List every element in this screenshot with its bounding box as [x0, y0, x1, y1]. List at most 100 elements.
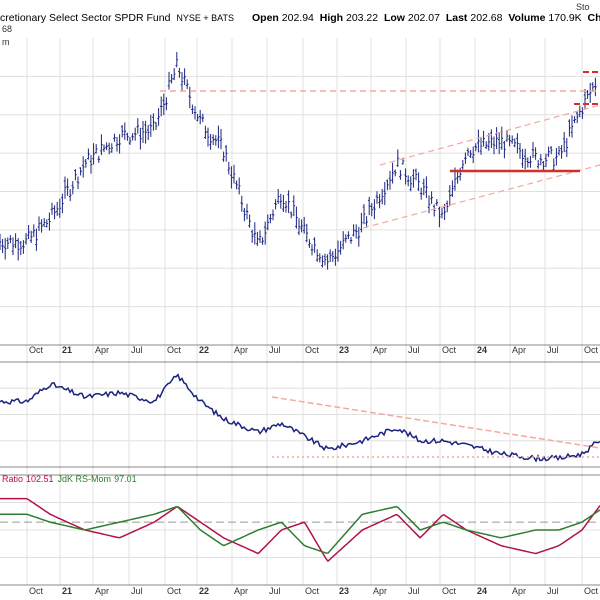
ma-value: 68: [2, 24, 13, 34]
ohlc-bar: [40, 219, 43, 233]
ohlc-bar: [370, 203, 374, 217]
ohlc-bar: [253, 222, 257, 245]
ohlc-bar: [266, 214, 270, 231]
ohlc-bar: [594, 77, 597, 97]
x-tick-label-1-3: Jul: [131, 586, 143, 596]
x-tick-label-1-0: Oct: [29, 586, 44, 596]
x-tick-label-1-7: Jul: [269, 586, 281, 596]
ohlc-bar: [339, 240, 342, 255]
low-label: Low: [383, 12, 405, 24]
ohlc-bar: [165, 97, 168, 111]
ohlc-bar: [300, 219, 303, 233]
ohlc-bar: [245, 203, 249, 220]
ohlc-bar: [430, 191, 433, 204]
ohlc-bar: [126, 132, 129, 141]
ohlc-bar: [32, 224, 36, 237]
ohlc-bar: [178, 67, 181, 78]
ohlc-bar: [66, 178, 69, 196]
ohlc-bar: [479, 137, 483, 155]
ohlc-bar: [292, 195, 296, 217]
x-tick-label-1-10: Apr: [373, 586, 387, 596]
ohlc-bar: [97, 155, 101, 163]
ohlc-bar: [414, 168, 418, 181]
x-tick-label-1-5: 22: [199, 586, 209, 596]
ohlc-bar: [354, 224, 358, 239]
ohlc-bar: [191, 104, 194, 114]
ohlc-bar: [81, 156, 85, 178]
ohlc-bar: [102, 144, 106, 153]
x-tick-label-0-1: 21: [62, 345, 72, 355]
ohlc-bar: [331, 250, 335, 262]
ohlc-bar: [578, 105, 582, 118]
ohlc-bar: [492, 136, 496, 155]
stockcharts-logo: Sto: [576, 2, 590, 12]
ohlc-bar: [513, 138, 517, 148]
ohlc-bar: [37, 216, 41, 232]
ohlc-bar: [586, 89, 589, 99]
ohlc-bar: [588, 82, 592, 103]
ohlc-bar: [204, 125, 207, 139]
ohlc-bar: [482, 130, 485, 147]
ohlc-bar: [149, 114, 153, 137]
ohlc-bar: [16, 238, 20, 261]
ohlc-bar: [172, 68, 176, 81]
ohlc-bar: [263, 221, 267, 245]
ohlc-bar: [313, 237, 316, 253]
ohlc-bar: [373, 199, 376, 220]
ohlc-bar: [42, 218, 46, 228]
open-label: Open: [252, 12, 279, 24]
ohlc-bar: [466, 147, 470, 157]
x-tick-label-0-5: 22: [199, 345, 209, 355]
rrg-legend: Ratio 102.51 JdK RS-Mom 97.01: [2, 474, 137, 484]
ohlc-bar: [235, 180, 238, 190]
ohlc-bar: [352, 224, 355, 237]
mom-label: JdK RS-Mom: [58, 474, 112, 484]
ohlc-bar: [243, 207, 246, 222]
ohlc-bar: [510, 135, 514, 144]
ohlc-bar: [50, 202, 54, 215]
ohlc-bar: [94, 144, 98, 154]
mom-value: 97.01: [114, 474, 137, 484]
ohlc-bar: [133, 127, 137, 141]
ohlc-bar: [107, 142, 111, 155]
ohlc-bar: [136, 118, 140, 134]
ohlc-bar: [120, 125, 124, 138]
x-axes: Oct 21 Apr Jul Oct 22 Apr Jul Oct 23 Apr Jul Oct 24 Ap…: [0, 344, 600, 596]
ohlc-bar: [365, 216, 368, 228]
ohlc-bar: [445, 200, 449, 213]
ohlc-bar: [154, 122, 158, 131]
rs-downtrend-line: [271, 396, 600, 449]
x-tick-label-0-4: Oct: [167, 345, 182, 355]
ohlc-bar: [162, 93, 166, 116]
quote-summary: Open 202.94 High 203.22 Low 202.07 Last …: [252, 12, 600, 24]
ohlc-bar: [211, 134, 215, 146]
ohlc-bar: [315, 249, 319, 262]
ohlc-bar: [344, 234, 348, 243]
x-tick-label-1-12: Oct: [442, 586, 457, 596]
ohlc-bar: [544, 153, 548, 168]
high-value: 203.22: [345, 12, 379, 24]
low-value: 202.07: [407, 12, 440, 24]
ohlc-bar: [123, 122, 127, 140]
ratio-label: Ratio: [2, 474, 23, 484]
ohlc-bar: [409, 176, 413, 192]
security-title: cretionary Select Sector SPDR Fund NYSE +…: [0, 12, 234, 24]
volume-label: Volume: [508, 12, 546, 24]
ohlc-bar: [419, 187, 423, 200]
ohlc-bar: [217, 125, 220, 149]
ohlc-bar: [523, 148, 527, 170]
ohlc-bar: [118, 134, 121, 154]
ohlc-bar: [386, 179, 389, 191]
ohlc-bar: [274, 199, 277, 210]
ohlc-bar: [573, 116, 576, 124]
x-tick-label-0-12: Oct: [442, 345, 457, 355]
ohlc-bar: [289, 211, 293, 219]
ohlc-bar: [536, 159, 540, 169]
ohlc-bar: [35, 228, 38, 251]
x-tick-label-1-2: Apr: [95, 586, 109, 596]
ohlc-bar: [321, 255, 324, 268]
ohlc-bar: [196, 114, 199, 122]
ohlc-bar: [89, 155, 93, 174]
rs-line: [0, 373, 600, 463]
ohlc-bar: [282, 194, 285, 213]
